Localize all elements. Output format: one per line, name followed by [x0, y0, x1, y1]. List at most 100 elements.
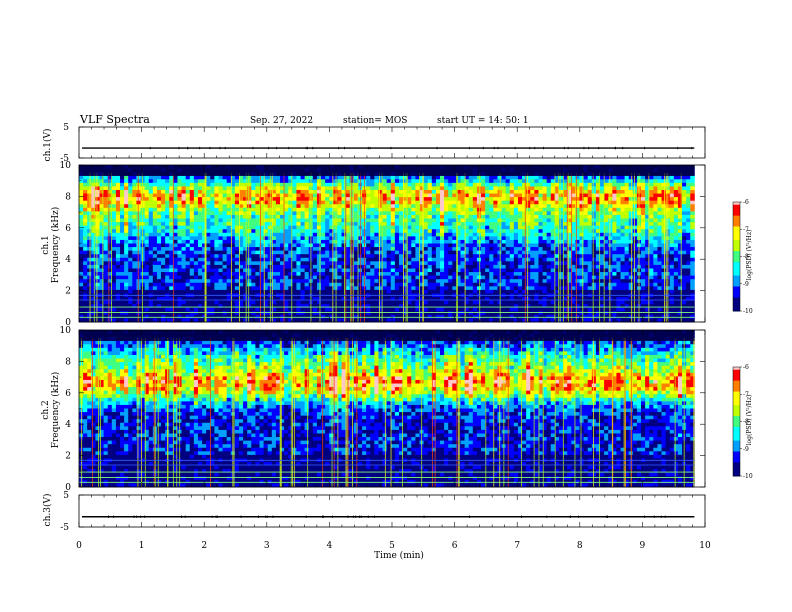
- spectrogram-cell: [185, 243, 191, 248]
- spectrogram-cell: [185, 307, 191, 312]
- spectrogram-cell: [497, 247, 502, 252]
- spectrogram-cell: [189, 179, 195, 184]
- spectrogram-cell: [275, 297, 281, 301]
- spectrogram-cell: [238, 264, 244, 269]
- spectrogram-cell: [99, 300, 105, 305]
- spectrogram-cell: [288, 193, 293, 198]
- spectrogram-cell: [476, 318, 482, 323]
- spectrogram-cell: [304, 225, 310, 230]
- spectrogram-cell: [124, 204, 129, 209]
- spectrogram-cell: [222, 272, 228, 277]
- spectrogram-cell: [124, 229, 129, 234]
- spectrogram-cell: [489, 232, 494, 237]
- spectrogram-cell: [304, 261, 310, 266]
- spectrogram-cell: [321, 243, 326, 248]
- spectrogram-cell: [115, 264, 121, 269]
- spectrogram-cell: [472, 318, 478, 323]
- spectrogram-cell: [87, 268, 92, 273]
- spectrogram-cell: [427, 307, 433, 312]
- spectrogram-cell: [448, 247, 453, 252]
- spectrogram-cell: [448, 289, 453, 294]
- spectrogram-cell: [357, 218, 363, 223]
- spectrogram-cell: [189, 197, 195, 202]
- spectrogram-cell: [181, 264, 187, 269]
- spectrogram-cell: [329, 175, 334, 180]
- spectrogram-cell: [472, 307, 478, 312]
- spectrogram-cell: [280, 222, 285, 227]
- spectrogram-cell: [370, 314, 375, 319]
- spectrogram-cell: [280, 197, 285, 202]
- spectrogram-cell: [321, 247, 326, 252]
- spectrogram-cell: [481, 314, 486, 319]
- spectrogram-cell: [148, 314, 154, 319]
- spectrogram-cell: [522, 247, 527, 252]
- spectrogram-cell: [522, 314, 527, 319]
- spectrogram-cell: [99, 297, 105, 301]
- spectrogram-cell: [210, 225, 215, 230]
- spectrogram-cell: [165, 289, 170, 294]
- spectrogram-cell: [476, 214, 482, 219]
- spectrogram-cell: [255, 304, 260, 309]
- spectrogram-cell: [329, 179, 334, 184]
- spectrogram-cell: [522, 204, 527, 209]
- spectrogram-cell: [435, 193, 441, 198]
- spectrogram-cell: [263, 261, 269, 266]
- spectrogram-cell: [181, 243, 187, 248]
- spectrogram-cell: [485, 264, 490, 269]
- spectrogram-cell: [370, 300, 375, 305]
- spectrogram-cell: [444, 282, 449, 287]
- spectrogram-cell: [386, 186, 392, 191]
- spectrogram-cell: [292, 264, 297, 269]
- spectrogram-cell: [292, 232, 297, 237]
- spectrogram-cell: [337, 222, 342, 227]
- spectrogram-cell: [156, 179, 162, 184]
- spectrogram-cell: [259, 268, 265, 273]
- spectrogram-cell: [390, 257, 396, 262]
- spectrogram-cell: [456, 311, 461, 316]
- spectrogram-cell: [271, 182, 277, 187]
- spectrogram-cell: [501, 304, 507, 309]
- spectrogram-cell: [189, 286, 195, 291]
- spectrogram-cell: [501, 300, 507, 305]
- spectrogram-cell: [255, 279, 260, 284]
- spectrogram-cell: [325, 297, 330, 301]
- spectrogram-cell: [243, 261, 248, 266]
- spectrogram-cell: [79, 300, 84, 305]
- spectrogram-cell: [423, 189, 429, 194]
- spectrogram-cell: [378, 186, 383, 191]
- spectrogram-cell: [275, 261, 281, 266]
- spectrogram-cell: [513, 257, 519, 262]
- spectrogram-cell: [468, 289, 474, 294]
- spectrogram-cell: [411, 289, 416, 294]
- spectrogram-cell: [177, 179, 182, 184]
- spectrogram-cell: [464, 289, 470, 294]
- spectrogram-cell: [456, 225, 461, 230]
- spectrogram-cell: [489, 279, 494, 284]
- spectrogram-cell: [181, 225, 187, 230]
- spectrogram-cell: [275, 189, 281, 194]
- spectrogram-cell: [165, 204, 170, 209]
- spectrogram-cell: [177, 236, 182, 241]
- spectrogram-cell: [419, 229, 424, 234]
- spectrogram-cell: [382, 200, 388, 205]
- spectrogram-cell: [202, 311, 207, 316]
- spectrogram-cell: [522, 279, 527, 284]
- spectrogram-cell: [296, 264, 301, 269]
- spectrogram-cell: [238, 193, 244, 198]
- spectrogram-cell: [517, 186, 523, 191]
- spectrogram-cell: [427, 218, 433, 223]
- spectrogram-cell: [103, 300, 109, 305]
- spectrogram-cell: [460, 179, 466, 184]
- spectrogram-cell: [271, 204, 277, 209]
- spectrogram-cell: [325, 279, 330, 284]
- spectrogram-cell: [386, 311, 392, 316]
- spectrogram-cell: [177, 254, 182, 259]
- spectrogram-cell: [509, 268, 515, 273]
- spectrogram-cell: [485, 289, 490, 294]
- spectrogram-cell: [481, 311, 486, 316]
- spectrogram-cell: [234, 279, 240, 284]
- spectrogram-cell: [185, 257, 191, 262]
- spectrogram-cell: [206, 229, 211, 234]
- spectrogram-cell: [374, 247, 379, 252]
- spectrogram-cell: [177, 257, 182, 262]
